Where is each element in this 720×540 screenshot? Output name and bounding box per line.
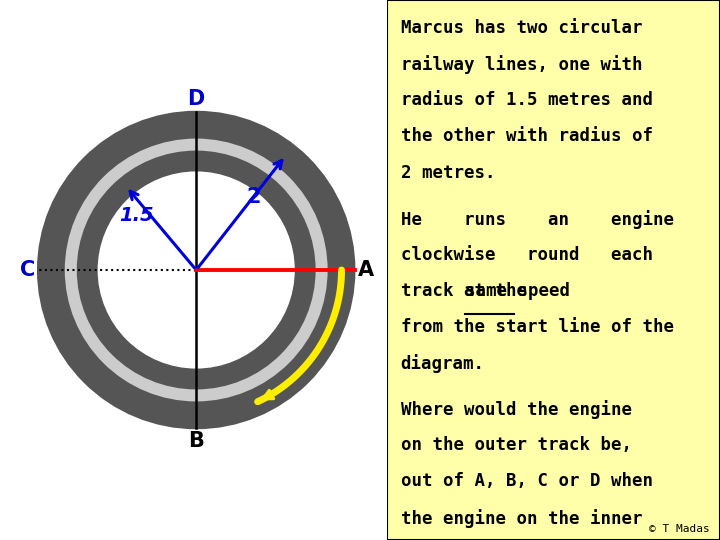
- Text: 1.5: 1.5: [120, 206, 154, 225]
- Text: C: C: [19, 260, 35, 280]
- Circle shape: [51, 125, 341, 415]
- Text: clockwise   round   each: clockwise round each: [400, 246, 652, 264]
- Text: radius of 1.5 metres and: radius of 1.5 metres and: [400, 91, 652, 109]
- Text: railway lines, one with: railway lines, one with: [400, 55, 642, 74]
- Text: Marcus has two circular: Marcus has two circular: [400, 19, 642, 37]
- Text: on the outer track be,: on the outer track be,: [400, 436, 631, 454]
- Text: out of A, B, C or D when: out of A, B, C or D when: [400, 472, 652, 490]
- Text: 2 metres.: 2 metres.: [400, 164, 495, 181]
- Text: the engine on the inner: the engine on the inner: [400, 509, 642, 528]
- Text: © T Madas: © T Madas: [649, 523, 710, 534]
- Text: from the start line of the: from the start line of the: [400, 318, 674, 336]
- Text: same speed: same speed: [464, 282, 570, 300]
- Text: D: D: [188, 89, 204, 109]
- Text: track at the: track at the: [400, 282, 537, 300]
- Text: A: A: [358, 260, 374, 280]
- Text: 2: 2: [247, 187, 261, 207]
- Text: the other with radius of: the other with radius of: [400, 127, 652, 145]
- Text: Where would the engine: Where would the engine: [400, 400, 631, 419]
- Text: He    runs    an    engine: He runs an engine: [400, 210, 674, 228]
- Text: B: B: [188, 431, 204, 451]
- Circle shape: [87, 161, 305, 379]
- Text: diagram.: diagram.: [400, 354, 485, 373]
